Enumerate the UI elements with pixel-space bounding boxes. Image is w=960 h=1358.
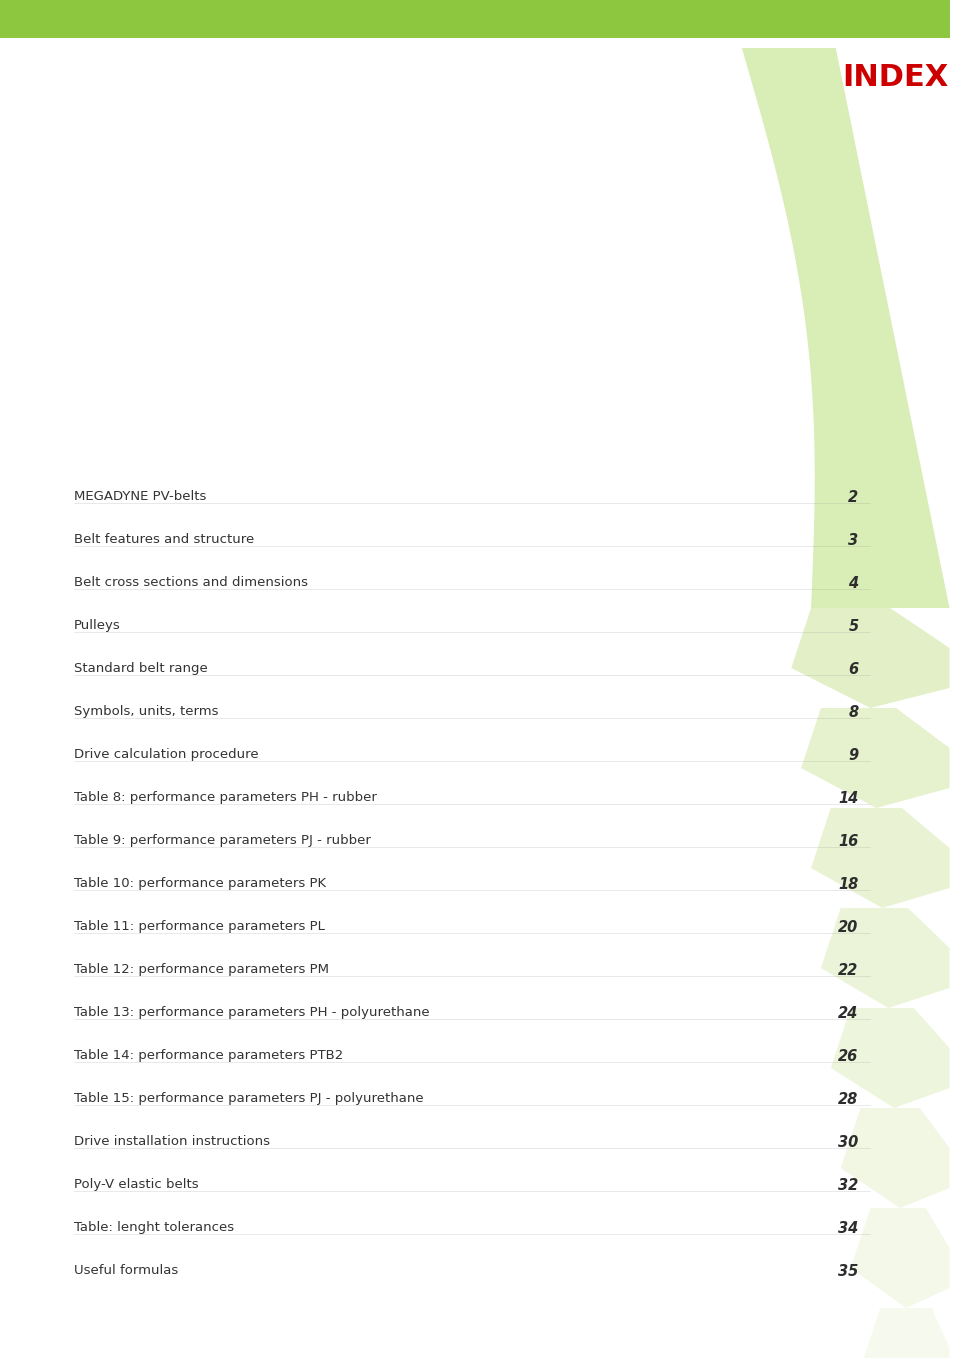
Text: 16: 16 [838,834,858,849]
Polygon shape [0,0,949,38]
Text: 9: 9 [849,748,858,763]
Polygon shape [791,608,949,708]
Polygon shape [830,1008,949,1108]
Polygon shape [811,808,949,909]
Text: 8: 8 [849,705,858,720]
Polygon shape [851,1209,949,1308]
Text: Table: lenght tolerances: Table: lenght tolerances [74,1221,234,1234]
Text: Pulleys: Pulleys [74,619,121,631]
Text: Useful formulas: Useful formulas [74,1264,179,1277]
Text: Table 10: performance parameters PK: Table 10: performance parameters PK [74,877,326,889]
Text: 18: 18 [838,877,858,892]
Text: Table 15: performance parameters PJ - polyurethane: Table 15: performance parameters PJ - po… [74,1092,423,1105]
Text: 4: 4 [849,576,858,591]
Text: Table 8: performance parameters PH - rubber: Table 8: performance parameters PH - rub… [74,790,377,804]
Text: Table 14: performance parameters PTB2: Table 14: performance parameters PTB2 [74,1048,344,1062]
Text: Standard belt range: Standard belt range [74,661,208,675]
Text: INDEX: INDEX [842,62,948,92]
Text: 34: 34 [838,1221,858,1236]
Text: Table 13: performance parameters PH - polyurethane: Table 13: performance parameters PH - po… [74,1006,430,1018]
Text: 22: 22 [838,963,858,978]
Text: 26: 26 [838,1048,858,1065]
Polygon shape [860,1308,949,1358]
Polygon shape [841,1108,949,1209]
Text: 2: 2 [849,490,858,505]
Text: 30: 30 [838,1135,858,1150]
Polygon shape [802,708,949,808]
Polygon shape [821,909,949,1008]
Text: 28: 28 [838,1092,858,1107]
Text: Table 12: performance parameters PM: Table 12: performance parameters PM [74,963,329,976]
Text: MEGADYNE PV-belts: MEGADYNE PV-belts [74,490,206,502]
Text: Belt cross sections and dimensions: Belt cross sections and dimensions [74,576,308,589]
Text: 35: 35 [838,1264,858,1279]
Text: Poly-V elastic belts: Poly-V elastic belts [74,1177,199,1191]
Text: 14: 14 [838,790,858,807]
Text: 20: 20 [838,919,858,936]
Text: Table 9: performance parameters PJ - rubber: Table 9: performance parameters PJ - rub… [74,834,372,847]
Text: Drive calculation procedure: Drive calculation procedure [74,748,259,760]
Text: 6: 6 [849,661,858,678]
Text: 24: 24 [838,1006,858,1021]
Text: Belt features and structure: Belt features and structure [74,532,254,546]
Text: 32: 32 [838,1177,858,1192]
Text: Drive installation instructions: Drive installation instructions [74,1135,270,1148]
Text: Symbols, units, terms: Symbols, units, terms [74,705,219,718]
Text: 3: 3 [849,532,858,549]
Text: 5: 5 [849,619,858,634]
Text: Table 11: performance parameters PL: Table 11: performance parameters PL [74,919,325,933]
Polygon shape [742,48,949,608]
